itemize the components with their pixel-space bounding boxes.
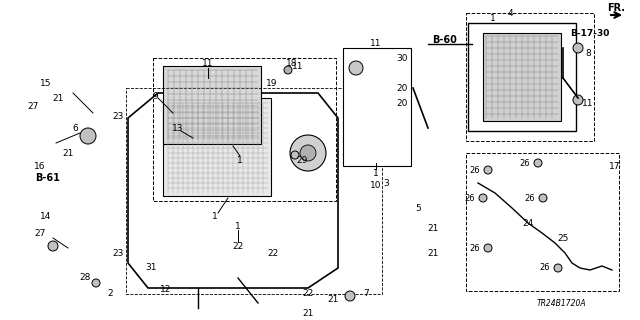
Text: 26: 26 bbox=[540, 263, 550, 273]
Text: 20: 20 bbox=[396, 99, 408, 108]
Text: 28: 28 bbox=[79, 274, 91, 283]
Text: 19: 19 bbox=[266, 78, 278, 87]
Circle shape bbox=[349, 61, 363, 75]
Text: B-61: B-61 bbox=[36, 173, 60, 183]
Text: 2: 2 bbox=[107, 289, 113, 298]
Circle shape bbox=[48, 241, 58, 251]
Circle shape bbox=[573, 95, 583, 105]
Text: 1: 1 bbox=[373, 169, 379, 178]
Text: FR.: FR. bbox=[607, 3, 625, 13]
Text: 22: 22 bbox=[302, 289, 314, 298]
Circle shape bbox=[573, 43, 583, 53]
Text: 14: 14 bbox=[40, 212, 52, 220]
Bar bbox=[163, 66, 261, 144]
Text: 1: 1 bbox=[212, 212, 218, 220]
Text: 10: 10 bbox=[371, 180, 381, 189]
Circle shape bbox=[92, 279, 100, 287]
Bar bbox=[483, 33, 561, 121]
Circle shape bbox=[484, 166, 492, 174]
Text: 20: 20 bbox=[396, 84, 408, 92]
Text: B-17-30: B-17-30 bbox=[570, 29, 609, 38]
Text: 11: 11 bbox=[292, 61, 304, 70]
Text: 21: 21 bbox=[428, 249, 438, 258]
Text: 15: 15 bbox=[40, 78, 52, 87]
Text: 22: 22 bbox=[268, 249, 278, 258]
Circle shape bbox=[479, 194, 487, 202]
Text: 26: 26 bbox=[469, 244, 480, 252]
Text: 23: 23 bbox=[112, 111, 124, 121]
Circle shape bbox=[534, 159, 542, 167]
Text: 1: 1 bbox=[237, 156, 243, 164]
Bar bbox=[466, 13, 594, 141]
Circle shape bbox=[291, 151, 299, 159]
Text: 9: 9 bbox=[152, 92, 158, 100]
Text: 21: 21 bbox=[327, 295, 339, 305]
Circle shape bbox=[290, 135, 326, 171]
Circle shape bbox=[345, 291, 355, 301]
Text: 21: 21 bbox=[62, 148, 74, 157]
Text: 26: 26 bbox=[524, 194, 535, 203]
Text: 12: 12 bbox=[160, 285, 172, 294]
Text: 25: 25 bbox=[557, 234, 569, 243]
Text: 4: 4 bbox=[507, 9, 513, 18]
Text: 13: 13 bbox=[172, 124, 184, 132]
Text: 21: 21 bbox=[302, 308, 314, 317]
Circle shape bbox=[300, 145, 316, 161]
Text: 31: 31 bbox=[145, 263, 157, 273]
Text: 7: 7 bbox=[363, 289, 369, 298]
Circle shape bbox=[554, 264, 562, 272]
Text: 26: 26 bbox=[469, 165, 480, 174]
Text: 26: 26 bbox=[520, 158, 530, 167]
Text: 21: 21 bbox=[428, 223, 438, 233]
Text: 26: 26 bbox=[465, 194, 475, 203]
Text: 16: 16 bbox=[35, 162, 45, 171]
Text: 30: 30 bbox=[396, 53, 408, 62]
Text: TR24B1720A: TR24B1720A bbox=[536, 299, 586, 308]
Bar bbox=[343, 48, 411, 166]
Text: 17: 17 bbox=[609, 162, 621, 171]
Bar bbox=[126, 88, 382, 294]
Text: 1: 1 bbox=[490, 13, 496, 22]
Text: 24: 24 bbox=[522, 219, 534, 228]
Text: 18: 18 bbox=[286, 59, 298, 68]
Circle shape bbox=[80, 128, 96, 144]
Text: 6: 6 bbox=[72, 124, 78, 132]
Text: 3: 3 bbox=[383, 179, 389, 188]
Text: 29: 29 bbox=[296, 156, 308, 164]
Text: 11: 11 bbox=[371, 38, 381, 47]
Circle shape bbox=[539, 194, 547, 202]
Text: 1: 1 bbox=[235, 221, 241, 230]
Text: 27: 27 bbox=[28, 101, 38, 110]
Circle shape bbox=[284, 66, 292, 74]
Bar bbox=[163, 98, 271, 196]
Text: 22: 22 bbox=[232, 242, 244, 251]
Text: B-60: B-60 bbox=[432, 35, 457, 45]
Text: 21: 21 bbox=[52, 93, 64, 102]
Text: 8: 8 bbox=[585, 49, 591, 58]
Text: 27: 27 bbox=[35, 228, 45, 237]
Bar bbox=[153, 58, 336, 201]
Text: 5: 5 bbox=[415, 204, 421, 212]
Text: 23: 23 bbox=[112, 249, 124, 258]
Bar bbox=[466, 153, 619, 291]
Bar bbox=[468, 23, 576, 131]
Text: 11: 11 bbox=[202, 59, 214, 68]
Text: 11: 11 bbox=[582, 99, 594, 108]
Circle shape bbox=[484, 244, 492, 252]
